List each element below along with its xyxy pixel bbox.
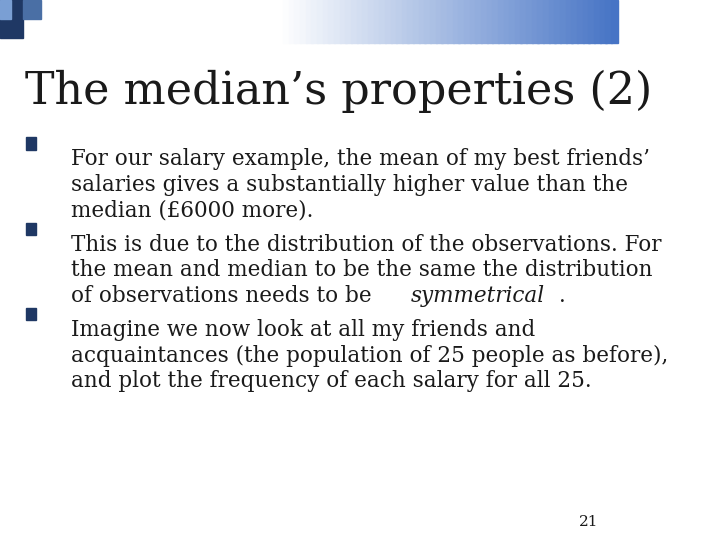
Bar bbox=[606, 0, 612, 43]
Bar bbox=[334, 0, 341, 43]
Bar bbox=[26, 137, 37, 150]
Bar bbox=[532, 0, 539, 43]
Bar bbox=[588, 0, 595, 43]
Bar bbox=[447, 0, 454, 43]
Bar bbox=[582, 0, 590, 43]
Text: 21: 21 bbox=[579, 515, 598, 529]
Text: median (£6000 more).: median (£6000 more). bbox=[71, 199, 313, 221]
Bar bbox=[521, 0, 527, 43]
Bar bbox=[283, 0, 290, 43]
Bar bbox=[390, 0, 397, 43]
Bar bbox=[26, 222, 37, 235]
Bar bbox=[26, 308, 37, 320]
Bar bbox=[509, 0, 516, 43]
Bar bbox=[356, 0, 364, 43]
Bar bbox=[611, 0, 618, 43]
Text: The median’s properties (2): The median’s properties (2) bbox=[24, 70, 652, 113]
Bar bbox=[277, 0, 284, 43]
Bar bbox=[379, 0, 386, 43]
Bar bbox=[300, 0, 307, 43]
Text: .: . bbox=[559, 285, 566, 307]
Bar bbox=[441, 0, 449, 43]
Bar bbox=[362, 0, 369, 43]
Text: salaries gives a substantially higher value than the: salaries gives a substantially higher va… bbox=[71, 174, 628, 196]
Bar bbox=[368, 0, 375, 43]
Bar bbox=[424, 0, 431, 43]
Text: Imagine we now look at all my friends and: Imagine we now look at all my friends an… bbox=[71, 319, 535, 341]
Bar bbox=[560, 0, 567, 43]
Text: symmetrical: symmetrical bbox=[410, 285, 545, 307]
Bar bbox=[402, 0, 409, 43]
Bar bbox=[566, 0, 572, 43]
Bar bbox=[294, 0, 301, 43]
Bar bbox=[0, 0, 11, 19]
Text: This is due to the distribution of the observations. For: This is due to the distribution of the o… bbox=[71, 234, 662, 256]
Bar bbox=[311, 0, 318, 43]
Bar bbox=[419, 0, 426, 43]
Bar bbox=[351, 0, 358, 43]
Bar bbox=[413, 0, 420, 43]
Bar bbox=[24, 0, 41, 19]
Bar bbox=[492, 0, 499, 43]
Bar bbox=[515, 0, 522, 43]
Text: and plot the frequency of each salary for all 25.: and plot the frequency of each salary fo… bbox=[71, 370, 592, 392]
Bar bbox=[481, 0, 488, 43]
Bar bbox=[306, 0, 312, 43]
Bar bbox=[346, 0, 352, 43]
Bar bbox=[543, 0, 550, 43]
Bar bbox=[0, 0, 24, 38]
Bar bbox=[600, 0, 606, 43]
Bar bbox=[572, 0, 578, 43]
Bar bbox=[475, 0, 482, 43]
Bar bbox=[430, 0, 437, 43]
Bar bbox=[464, 0, 471, 43]
Text: of observations needs to be: of observations needs to be bbox=[71, 285, 379, 307]
Bar bbox=[317, 0, 324, 43]
Bar bbox=[487, 0, 493, 43]
Bar bbox=[549, 0, 556, 43]
Bar bbox=[577, 0, 584, 43]
Bar bbox=[396, 0, 403, 43]
Text: acquaintances (the population of 25 people as before),: acquaintances (the population of 25 peop… bbox=[71, 345, 668, 367]
Bar bbox=[459, 0, 465, 43]
Bar bbox=[374, 0, 380, 43]
Bar bbox=[526, 0, 533, 43]
Bar bbox=[503, 0, 510, 43]
Bar bbox=[537, 0, 544, 43]
Text: For our salary example, the mean of my best friends’: For our salary example, the mean of my b… bbox=[71, 148, 650, 171]
Bar bbox=[594, 0, 601, 43]
Bar bbox=[436, 0, 443, 43]
Bar bbox=[385, 0, 392, 43]
Bar bbox=[340, 0, 346, 43]
Bar bbox=[328, 0, 336, 43]
Bar bbox=[453, 0, 459, 43]
Bar bbox=[323, 0, 330, 43]
Bar bbox=[498, 0, 505, 43]
Bar bbox=[554, 0, 562, 43]
Text: the mean and median to be the same the distribution: the mean and median to be the same the d… bbox=[71, 259, 652, 281]
Bar bbox=[408, 0, 414, 43]
Bar bbox=[289, 0, 296, 43]
Bar bbox=[469, 0, 477, 43]
